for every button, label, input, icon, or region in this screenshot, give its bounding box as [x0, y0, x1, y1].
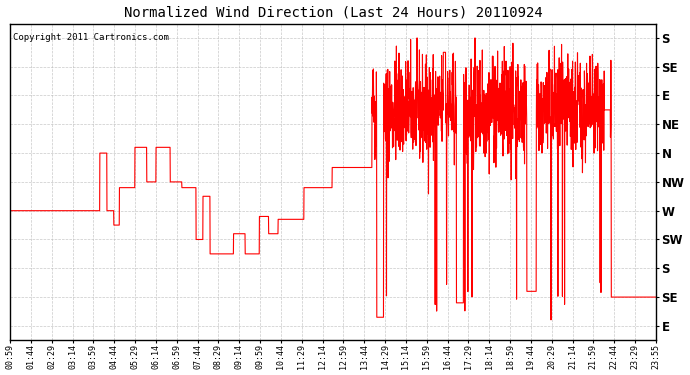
Title: Normalized Wind Direction (Last 24 Hours) 20110924: Normalized Wind Direction (Last 24 Hours… [124, 6, 542, 20]
Text: Copyright 2011 Cartronics.com: Copyright 2011 Cartronics.com [13, 33, 169, 42]
